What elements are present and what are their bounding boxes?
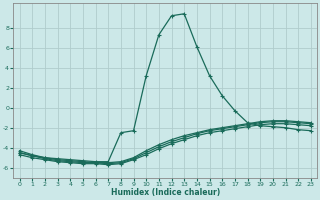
X-axis label: Humidex (Indice chaleur): Humidex (Indice chaleur) [111,188,220,197]
